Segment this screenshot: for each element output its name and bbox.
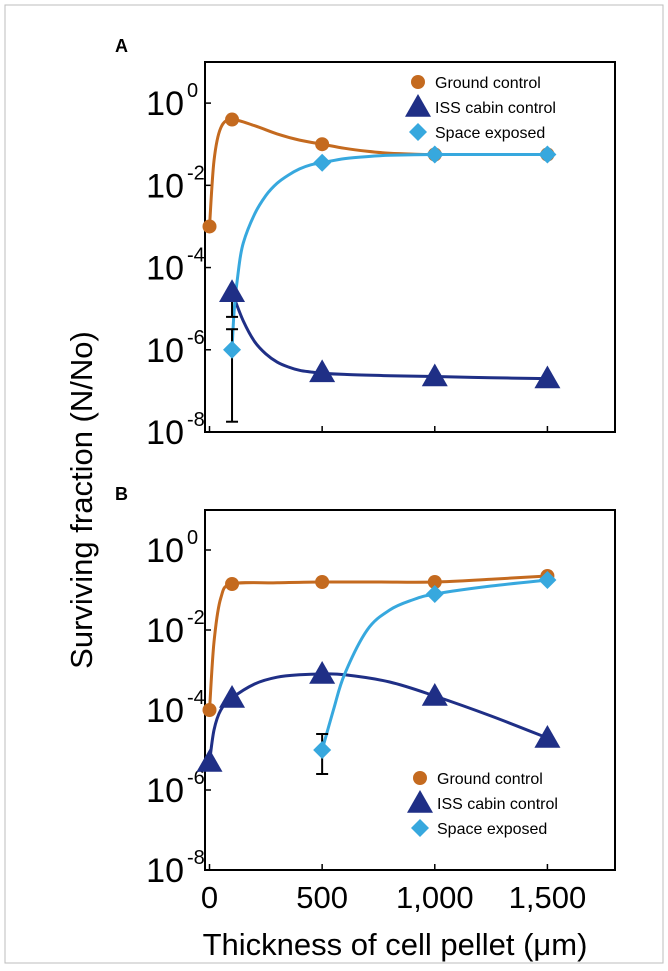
data-point-circle — [315, 575, 330, 589]
y-tick-exponent: 0 — [187, 527, 198, 549]
data-point-diamond — [538, 145, 557, 164]
data-point-triangle — [421, 363, 448, 387]
y-tick-exponent: -8 — [187, 847, 205, 869]
series-curve — [208, 574, 548, 711]
y-tick-label: 10 — [146, 250, 184, 288]
legend-marker — [405, 94, 431, 117]
y-tick-label: 10 — [146, 332, 184, 370]
plot-frame — [204, 509, 616, 871]
y-tick-label: 10 — [146, 167, 184, 205]
y-tick-exponent: -2 — [187, 162, 205, 184]
x-tick-labels: 0 500 1,000 1,500 — [201, 880, 586, 915]
panel-label-b: B — [115, 484, 128, 504]
data-point-circle — [225, 112, 240, 127]
legend-label: Ground control — [437, 771, 543, 788]
legend-label: Ground control — [435, 75, 541, 92]
data-point-circle — [225, 577, 240, 591]
x-tick-label: 500 — [296, 880, 348, 915]
legend-marker — [407, 790, 433, 813]
data-point-triangle — [309, 661, 336, 684]
series-curve — [230, 152, 548, 350]
data-point-diamond — [538, 571, 557, 589]
data-point-circle — [202, 703, 217, 717]
y-tick-label: 10 — [146, 692, 184, 730]
legend-label: ISS cabin control — [437, 796, 558, 813]
legend-marker — [413, 771, 427, 785]
y-tick-label: 10 — [146, 852, 184, 890]
data-point-diamond — [425, 585, 444, 603]
series-curve — [320, 578, 548, 751]
data-point-diamond — [223, 340, 242, 359]
legend-marker — [409, 123, 427, 141]
figure-frame — [4, 4, 664, 964]
y-tick-exponent: -2 — [187, 607, 205, 629]
x-tick-label: 1,000 — [396, 880, 474, 915]
data-point-circle — [427, 575, 442, 589]
legend-label: Space exposed — [437, 821, 547, 838]
y-tick-exponent: -8 — [187, 409, 205, 431]
data-point-diamond — [313, 741, 332, 759]
x-tick-label: 0 — [201, 880, 218, 915]
data-point-triangle — [219, 685, 246, 708]
data-point-circle — [315, 137, 330, 152]
plot-frame — [204, 61, 616, 433]
y-tick-label: 10 — [146, 612, 184, 650]
x-axis-label: Thickness of cell pellet (μm) — [203, 927, 588, 962]
legend-marker — [411, 819, 429, 837]
legend-label: ISS cabin control — [435, 100, 556, 117]
data-point-triangle — [196, 749, 223, 772]
panel-label-a: A — [115, 36, 128, 56]
y-tick-exponent: -6 — [187, 767, 205, 789]
y-tick-label: 10 — [146, 772, 184, 810]
data-point-diamond — [425, 145, 444, 164]
legend-label: Space exposed — [435, 125, 545, 142]
y-tick-label: 10 — [146, 414, 184, 452]
y-tick-exponent: -4 — [187, 687, 205, 709]
legend-marker — [411, 75, 425, 89]
data-point-diamond — [313, 153, 332, 172]
data-point-triangle — [421, 683, 448, 706]
y-axis-label: Surviving fraction (N/No) — [64, 331, 99, 669]
y-tick-label: 10 — [146, 85, 184, 123]
y-tick-exponent: -4 — [187, 245, 205, 267]
y-tick-label: 10 — [146, 532, 184, 570]
data-point-triangle — [219, 279, 246, 302]
data-point-triangle — [309, 359, 336, 383]
data-point-triangle — [534, 365, 561, 389]
x-tick-label: 1,500 — [509, 880, 587, 915]
data-point-circle — [202, 219, 217, 234]
y-tick-exponent: 0 — [187, 80, 198, 102]
data-point-triangle — [534, 725, 561, 748]
y-tick-exponent: -6 — [187, 327, 205, 349]
